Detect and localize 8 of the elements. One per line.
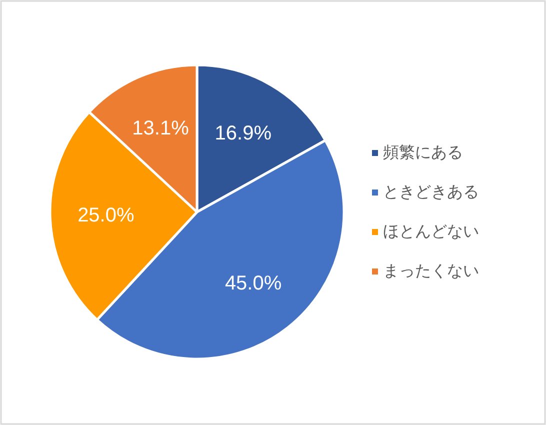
legend-label: ほとんどない: [383, 224, 479, 240]
legend-label: 頻繁にある: [383, 144, 463, 162]
data-label: 25.0%: [78, 204, 134, 226]
legend-label: ときどきある: [383, 184, 479, 201]
data-label: 45.0%: [224, 272, 282, 295]
data-label: 13.1%: [132, 117, 190, 140]
data-label: 16.9%: [214, 122, 272, 144]
legend-label: まったくない: [383, 263, 479, 280]
